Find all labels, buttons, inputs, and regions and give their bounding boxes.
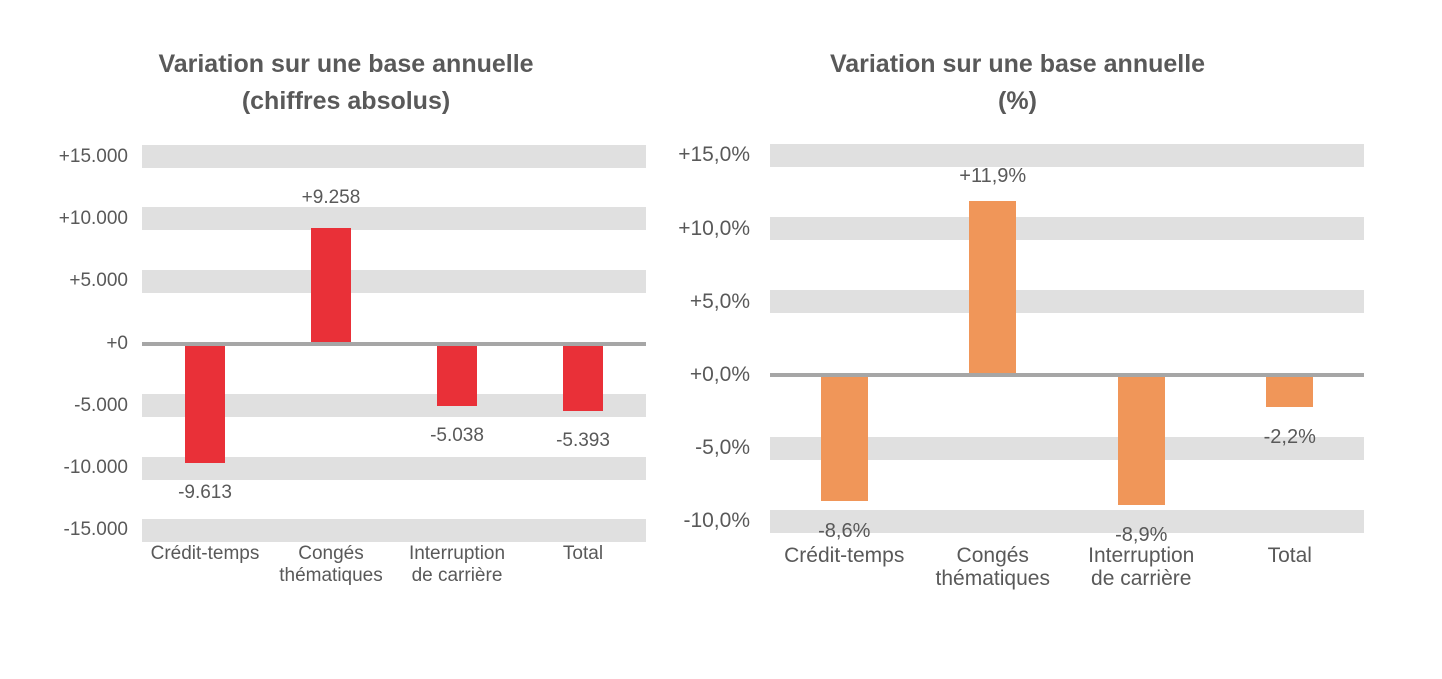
chart-title-line2: (chiffres absolus) [241,87,451,115]
category-label: Congés thématiques [935,544,1050,590]
category-label: Interruption de carrière [408,543,506,586]
gridline-band [142,269,646,293]
bar [311,228,351,344]
y-tick-label: +10,0% [678,216,750,240]
chart-title-absolute: Variation sur une base annuelle (chiffre… [40,46,652,120]
gridline-band [770,143,1364,167]
y-tick-label: +0,0% [689,363,750,386]
chart-title-line1: Variation sur une base annuelle [829,50,1206,78]
gridline-band [142,518,646,542]
y-tick-label: -5.000 [74,394,128,416]
value-label: -8,9% [1115,524,1168,547]
bar [820,375,868,501]
bar [1266,375,1314,408]
value-label: -5.393 [556,429,610,451]
value-label: -5.038 [430,425,484,447]
gridline-band [142,145,646,169]
gridline-band [770,436,1364,460]
value-label: -8,6% [818,519,871,542]
y-tick-label: +5,0% [689,289,750,313]
zero-axis-line [142,341,646,346]
category-label: Crédit-temps [784,544,905,567]
bar [969,200,1017,375]
y-tick-label: -10,0% [683,509,750,533]
category-label: Congés thématiques [279,543,383,586]
chart-title-line1: Variation sur une base annuelle [158,50,534,78]
bar [437,343,477,407]
chart-title-line2: (%) [998,87,1037,115]
bar [1117,375,1165,506]
gridline-band [770,217,1364,241]
gridline-band [142,207,646,231]
y-tick-label: -5,0% [695,436,750,460]
y-tick-label: +15,0% [678,143,750,167]
chart-title-percent: Variation sur une base annuelle (%) [695,46,1340,120]
zero-axis-line [770,373,1364,377]
category-label: Total [562,543,604,564]
y-tick-label: +10.000 [58,207,128,229]
bar [185,343,225,464]
value-label: -9.613 [178,482,232,504]
y-tick-label: +0 [106,332,128,354]
gridline-band [142,394,646,418]
value-label: +9.258 [301,187,361,209]
y-tick-label: +15.000 [58,145,128,167]
value-label: +11,9% [959,164,1027,187]
category-label: Total [1267,544,1312,567]
y-tick-label: +5.000 [69,270,128,292]
category-label: Crédit-temps [150,543,260,564]
gridline-band [770,509,1364,533]
y-tick-label: -15.000 [63,519,128,541]
gridline-band [770,290,1364,314]
gridline-band [142,456,646,480]
value-label: -2,2% [1263,426,1316,449]
y-tick-label: -10.000 [63,457,128,479]
bar [563,343,603,411]
category-label: Interruption de carrière [1088,544,1195,590]
